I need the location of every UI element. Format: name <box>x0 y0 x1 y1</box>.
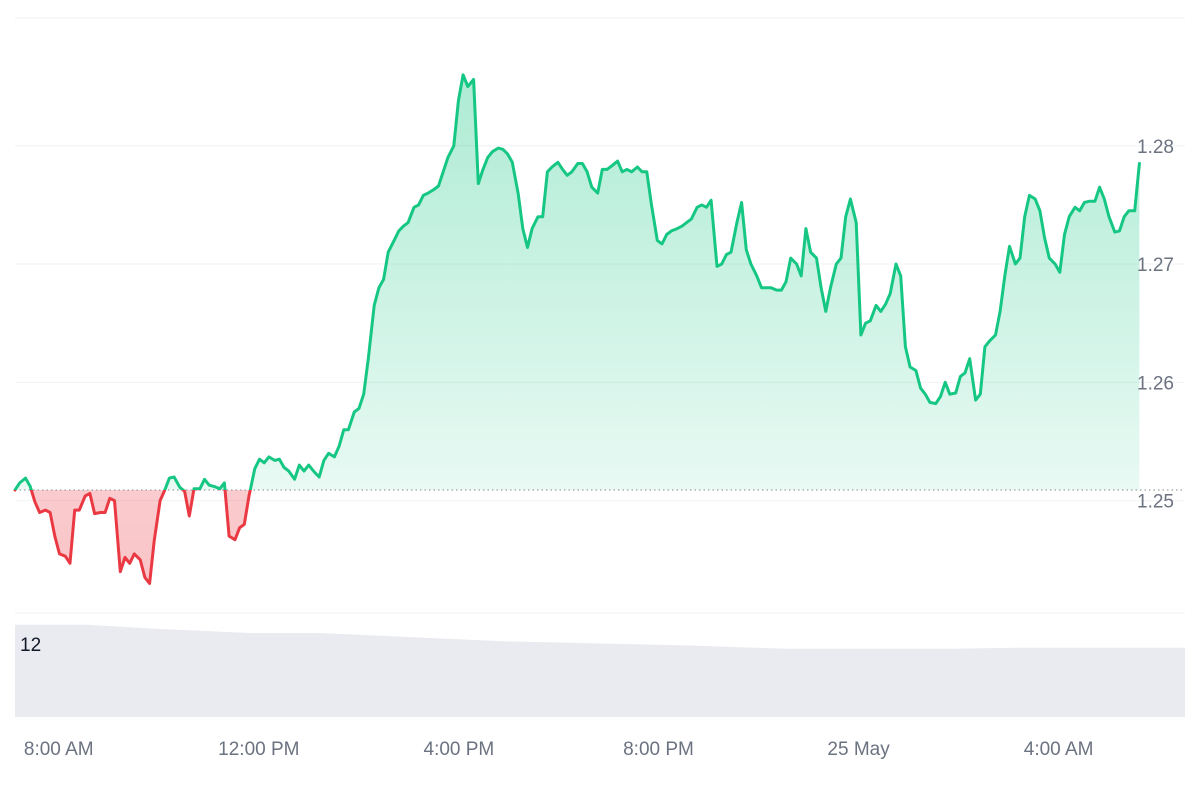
x-axis-ticks: 8:00 AM 12:00 PM 4:00 PM 8:00 PM 25 May 4:00 … <box>24 739 1094 760</box>
x-tick-label: 25 May <box>827 739 890 760</box>
volume-bars <box>15 624 1185 717</box>
price-line <box>13 73 1141 585</box>
x-tick-label: 8:00 AM <box>24 739 94 760</box>
x-tick-label: 8:00 PM <box>623 739 694 760</box>
area-below-baseline <box>15 489 1140 584</box>
x-tick-label: 4:00 AM <box>1024 739 1094 760</box>
y-axis-ticks: 1.25 1.26 1.27 1.28 <box>1137 137 1174 513</box>
price-area <box>15 74 1140 584</box>
y-tick-label: 1.26 <box>1137 373 1174 394</box>
volume-label: 12 <box>20 635 41 656</box>
x-tick-label: 12:00 PM <box>218 739 299 760</box>
y-tick-label: 1.25 <box>1137 492 1174 513</box>
area-above-baseline <box>15 74 1140 490</box>
line-above-baseline <box>13 73 1141 490</box>
x-tick-label: 4:00 PM <box>424 739 495 760</box>
y-tick-label: 1.28 <box>1137 137 1174 158</box>
volume-area <box>15 624 1185 717</box>
y-tick-label: 1.27 <box>1137 255 1174 276</box>
